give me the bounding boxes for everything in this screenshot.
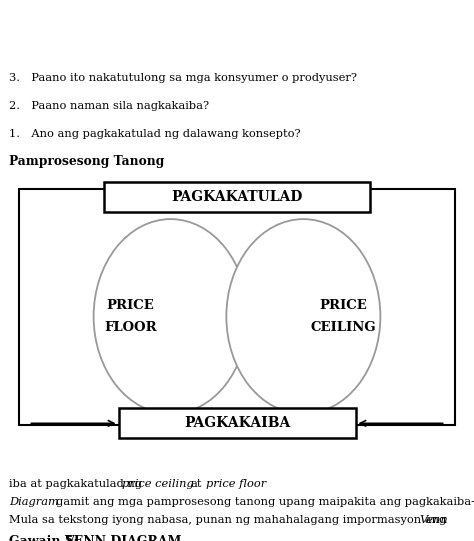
- Bar: [118, 408, 356, 438]
- Bar: [104, 182, 370, 212]
- Text: 1. Ano ang pagkakatulad ng dalawang konsepto?: 1. Ano ang pagkakatulad ng dalawang kons…: [9, 129, 301, 139]
- Text: Diagram: Diagram: [9, 497, 59, 506]
- Text: 3. Paano ito nakatutulong sa mga konsyumer o prodyuser?: 3. Paano ito nakatutulong sa mga konsyum…: [9, 73, 357, 83]
- Text: PAGKAKATULAD: PAGKAKATULAD: [171, 190, 303, 204]
- Text: PAGKAKAIBA: PAGKAKAIBA: [184, 417, 290, 430]
- Bar: [19, 189, 455, 425]
- Text: Pamprosesong Tanong: Pamprosesong Tanong: [9, 155, 165, 168]
- Text: Mula sa tekstong iyong nabasa, punan ng mahahalagang impormasyon ang: Mula sa tekstong iyong nabasa, punan ng …: [9, 515, 447, 525]
- Text: price floor: price floor: [206, 479, 266, 489]
- Text: VENN DIAGRAM: VENN DIAGRAM: [64, 535, 182, 541]
- Text: Venn: Venn: [419, 515, 448, 525]
- Ellipse shape: [93, 219, 247, 414]
- Text: PRICE
CEILING: PRICE CEILING: [311, 299, 376, 334]
- Text: PRICE
FLOOR: PRICE FLOOR: [104, 299, 157, 334]
- Text: price ceiling: price ceiling: [122, 479, 194, 489]
- Ellipse shape: [227, 219, 380, 414]
- Text: iba at pagkakatulad ng: iba at pagkakatulad ng: [9, 479, 143, 489]
- Text: Gawain 5:: Gawain 5:: [9, 535, 83, 541]
- Text: gamit ang mga pamprosesong tanong upang maipakita ang pagkakaiba-: gamit ang mga pamprosesong tanong upang …: [56, 497, 474, 506]
- Text: at: at: [190, 479, 201, 489]
- Text: 2. Paano naman sila nagkakaiba?: 2. Paano naman sila nagkakaiba?: [9, 101, 210, 111]
